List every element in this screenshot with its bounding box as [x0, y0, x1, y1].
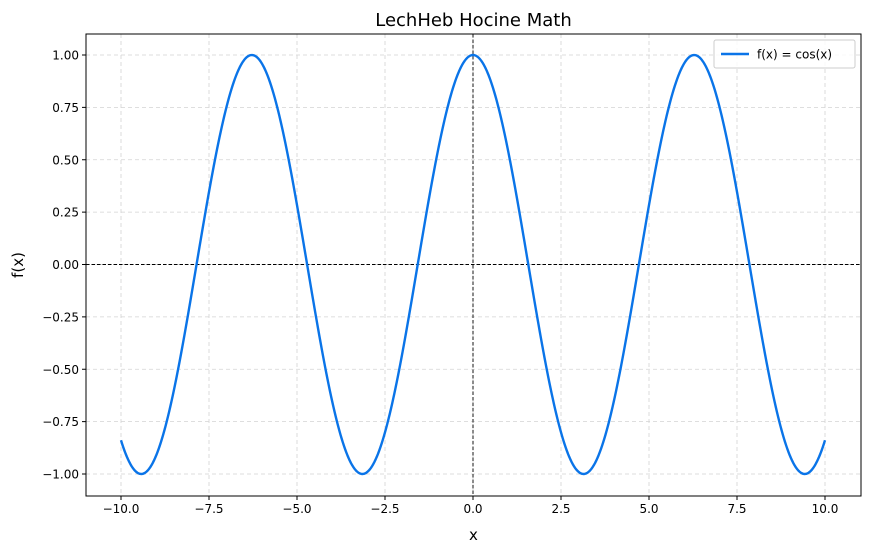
y-tick-label: −1.00 — [42, 468, 79, 482]
x-tick-label: 2.5 — [551, 502, 570, 516]
reference-lines — [86, 34, 861, 496]
y-tick-label: 0.00 — [52, 258, 79, 272]
series-layer — [119, 53, 827, 476]
x-axis-label: x — [469, 526, 478, 544]
y-tick-label: 1.00 — [52, 49, 79, 63]
x-tick-label: −10.0 — [103, 502, 140, 516]
x-tick-label: 5.0 — [639, 502, 658, 516]
y-tick-label: −0.25 — [42, 310, 79, 324]
y-tick-label: −0.50 — [42, 363, 79, 377]
x-tick-label: −5.0 — [282, 502, 311, 516]
series-line-cos — [119, 53, 827, 476]
x-tick-label: −2.5 — [370, 502, 399, 516]
chart-title: LechHeb Hocine Math — [375, 10, 572, 31]
legend: f(x) = cos(x) — [713, 39, 856, 69]
y-tick-label: −0.75 — [42, 415, 79, 429]
legend-label: f(x) = cos(x) — [757, 48, 832, 62]
legend-box — [713, 39, 856, 69]
y-tick-label: 0.75 — [52, 101, 79, 115]
grid-layer — [86, 34, 861, 496]
x-tick-label: 0.0 — [463, 502, 482, 516]
plot-frame — [85, 33, 862, 497]
y-tick-label: 0.50 — [52, 153, 79, 167]
x-tick-label: −7.5 — [194, 502, 223, 516]
x-tick-label: 10.0 — [812, 502, 839, 516]
ticks-layer: −10.0 −7.5 −5.0 −2.5 0.0 2.5 5.0 7.5 10.0 −1.00 −0… — [42, 49, 838, 517]
x-tick-label: 7.5 — [727, 502, 746, 516]
y-tick-label: 0.25 — [52, 206, 79, 220]
y-axis-label: f(x) — [9, 252, 27, 278]
